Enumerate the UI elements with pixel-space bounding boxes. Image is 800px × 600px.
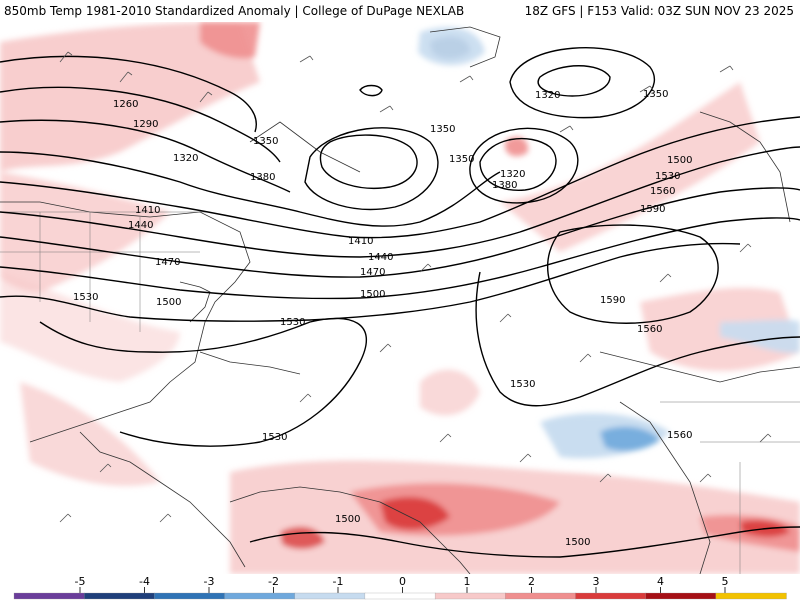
contour-label: 1590: [640, 204, 665, 215]
colorbar-segment: [645, 592, 717, 600]
contour-label: 1500: [360, 289, 385, 300]
contour-label: 1560: [667, 430, 692, 441]
contour-label: 1320: [500, 169, 525, 180]
colorbar-tick-label: 3: [593, 575, 600, 588]
contour-label: 1530: [510, 379, 535, 390]
colorbar-segment: [505, 592, 577, 600]
colorbar-tick-label: -4: [139, 575, 150, 588]
contour-label: 1350: [253, 136, 278, 147]
contour-label: 1560: [650, 186, 675, 197]
colorbar-tick-label: 0: [399, 575, 406, 588]
colorbar-segment: [84, 592, 156, 600]
map-title: 850mb Temp 1981-2010 Standardized Anomal…: [4, 4, 465, 18]
contour-label: 1530: [73, 292, 98, 303]
contour-label: 1350: [643, 89, 668, 100]
wind-barbs: [59, 51, 772, 523]
colorbar-tick-label: 4: [657, 575, 664, 588]
colorbar-segment: [154, 592, 226, 600]
contour-label: 1440: [368, 252, 393, 263]
colorbar-segment: [13, 592, 85, 600]
colorbar-tick-label: 1: [464, 575, 471, 588]
contour-label: 1500: [667, 155, 692, 166]
contour-label: 1470: [155, 257, 180, 268]
colorbar-ticks: -5 -4 -3 -2 -1 0 1 2 3 4 5: [75, 575, 729, 593]
colorbar-scale: [13, 592, 787, 600]
colorbar-tick-label: -5: [75, 575, 86, 588]
colorbar-tick-label: 5: [722, 575, 729, 588]
colorbar-tick-label: -1: [333, 575, 344, 588]
contour-label: 1500: [335, 514, 360, 525]
coastlines: [0, 26, 800, 574]
model-run-info: 18Z GFS | F153 Valid: 03Z SUN NOV 23 202…: [524, 4, 794, 18]
map-header: 850mb Temp 1981-2010 Standardized Anomal…: [0, 0, 800, 22]
colorbar-segment: [364, 592, 436, 600]
contour-label: 1410: [348, 236, 373, 247]
colorbar-segment: [294, 592, 366, 600]
colorbar-tick-label: -3: [204, 575, 215, 588]
height-contours: [0, 47, 800, 558]
contour-label: 1530: [655, 171, 680, 182]
contour-label: 1500: [565, 537, 590, 548]
contour-label: 1380: [250, 172, 275, 183]
contour-label: 1350: [449, 154, 474, 165]
colorbar-tick-label: 2: [528, 575, 535, 588]
colorbar-segment: [575, 592, 647, 600]
contour-label: 1260: [113, 99, 138, 110]
contour-labels: 1260 1290 1320 1350 1380 1410 1440 1470 …: [73, 89, 692, 548]
contour-label: 1380: [492, 180, 517, 191]
colorbar-tick-label: -2: [268, 575, 279, 588]
contour-label: 1530: [262, 432, 287, 443]
contour-label: 1500: [156, 297, 181, 308]
colorbar-segment: [715, 592, 787, 600]
political-borders: [0, 211, 800, 574]
weather-map: 1260 1290 1320 1350 1380 1410 1440 1470 …: [0, 22, 800, 574]
colorbar-segment: [224, 592, 296, 600]
contour-label: 1470: [360, 267, 385, 278]
contour-label: 1410: [135, 205, 160, 216]
colorbar-segment: [434, 592, 506, 600]
contour-label: 1440: [128, 220, 153, 231]
contour-label: 1290: [133, 119, 158, 130]
anomaly-colorbar: -5 -4 -3 -2 -1 0 1 2 3 4 5: [13, 575, 787, 600]
contour-label: 1590: [600, 295, 625, 306]
contour-label: 1320: [173, 153, 198, 164]
contour-label: 1530: [280, 317, 305, 328]
contour-label: 1350: [430, 124, 455, 135]
contour-label: 1320: [535, 90, 560, 101]
temperature-anomaly-shading: [0, 22, 800, 574]
contour-label: 1560: [637, 324, 662, 335]
